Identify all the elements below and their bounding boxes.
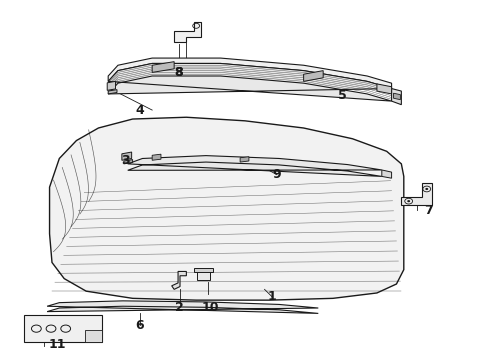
Text: 9: 9 <box>272 168 281 181</box>
Polygon shape <box>174 22 201 42</box>
Polygon shape <box>382 170 392 178</box>
Polygon shape <box>108 58 392 89</box>
Polygon shape <box>108 90 117 94</box>
Text: 10: 10 <box>202 301 220 314</box>
Polygon shape <box>393 93 400 100</box>
Text: 8: 8 <box>175 66 183 79</box>
Text: 4: 4 <box>136 104 145 117</box>
Text: 2: 2 <box>174 301 183 314</box>
Polygon shape <box>240 157 249 162</box>
Polygon shape <box>401 183 432 205</box>
Polygon shape <box>47 301 319 314</box>
Polygon shape <box>172 271 186 289</box>
Polygon shape <box>124 159 133 164</box>
Polygon shape <box>152 62 174 72</box>
Polygon shape <box>194 268 213 272</box>
Circle shape <box>425 188 428 190</box>
Text: 7: 7 <box>424 204 433 217</box>
Polygon shape <box>304 71 323 81</box>
Text: 11: 11 <box>48 338 66 351</box>
Polygon shape <box>128 156 382 176</box>
Polygon shape <box>392 89 401 105</box>
Polygon shape <box>24 315 102 342</box>
Text: 3: 3 <box>121 154 129 167</box>
Polygon shape <box>377 84 392 94</box>
Text: 6: 6 <box>136 319 144 332</box>
Text: 8: 8 <box>175 66 183 79</box>
Polygon shape <box>49 117 404 300</box>
Polygon shape <box>85 329 102 342</box>
Polygon shape <box>107 81 116 90</box>
Text: 5: 5 <box>339 89 347 102</box>
Polygon shape <box>152 154 161 160</box>
Circle shape <box>407 200 410 202</box>
Polygon shape <box>196 270 210 280</box>
Polygon shape <box>108 63 392 101</box>
Polygon shape <box>122 152 132 160</box>
Text: 1: 1 <box>268 290 276 303</box>
